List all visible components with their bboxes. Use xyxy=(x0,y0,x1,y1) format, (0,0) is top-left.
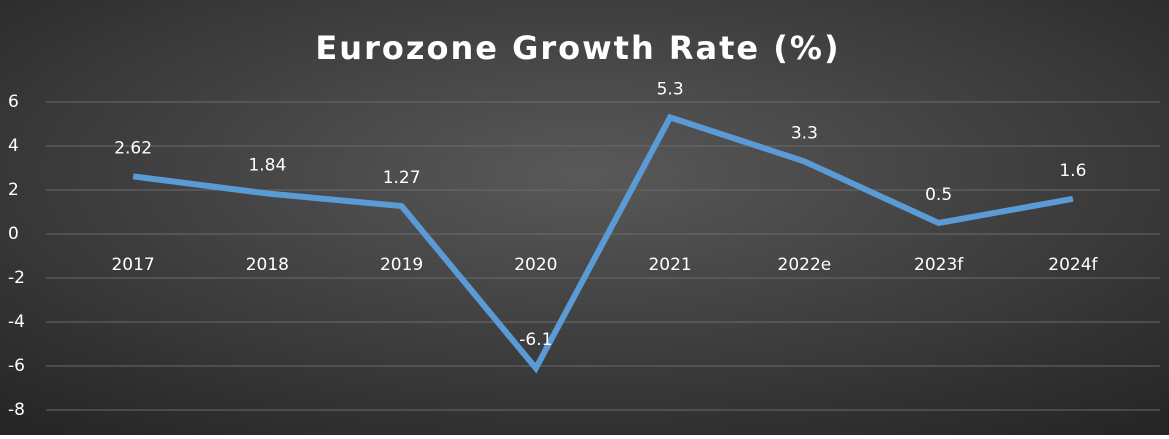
x-tick-label: 2022e xyxy=(778,255,832,275)
y-tick-label: -2 xyxy=(8,268,25,288)
data-label: 0.5 xyxy=(925,185,952,205)
y-tick-label: -8 xyxy=(8,400,25,420)
x-tick-label: 2019 xyxy=(380,255,423,275)
data-label: 2.62 xyxy=(114,138,152,158)
y-tick-label: 0 xyxy=(8,224,19,244)
data-label: -6.1 xyxy=(519,330,552,350)
x-tick-label: 2023f xyxy=(914,255,964,275)
x-tick-label: 2020 xyxy=(514,255,557,275)
y-tick-label: -6 xyxy=(8,356,25,376)
data-label: 1.6 xyxy=(1059,161,1086,181)
y-tick-label: 6 xyxy=(8,92,19,112)
x-tick-label: 2024f xyxy=(1048,255,1098,275)
x-tick-label: 2018 xyxy=(246,255,289,275)
data-label: 3.3 xyxy=(791,123,818,143)
data-label: 1.84 xyxy=(248,156,286,176)
data-label: 1.27 xyxy=(383,168,421,188)
x-tick-label: 2017 xyxy=(111,255,154,275)
data-line xyxy=(132,113,1074,374)
x-tick-label: 2021 xyxy=(648,255,691,275)
chart-title: Eurozone Growth Rate (%) xyxy=(315,29,840,67)
y-tick-label: 2 xyxy=(8,180,19,200)
data-label: 5.3 xyxy=(657,79,684,99)
y-tick-label: 4 xyxy=(8,136,19,156)
y-tick-label: -4 xyxy=(8,312,25,332)
